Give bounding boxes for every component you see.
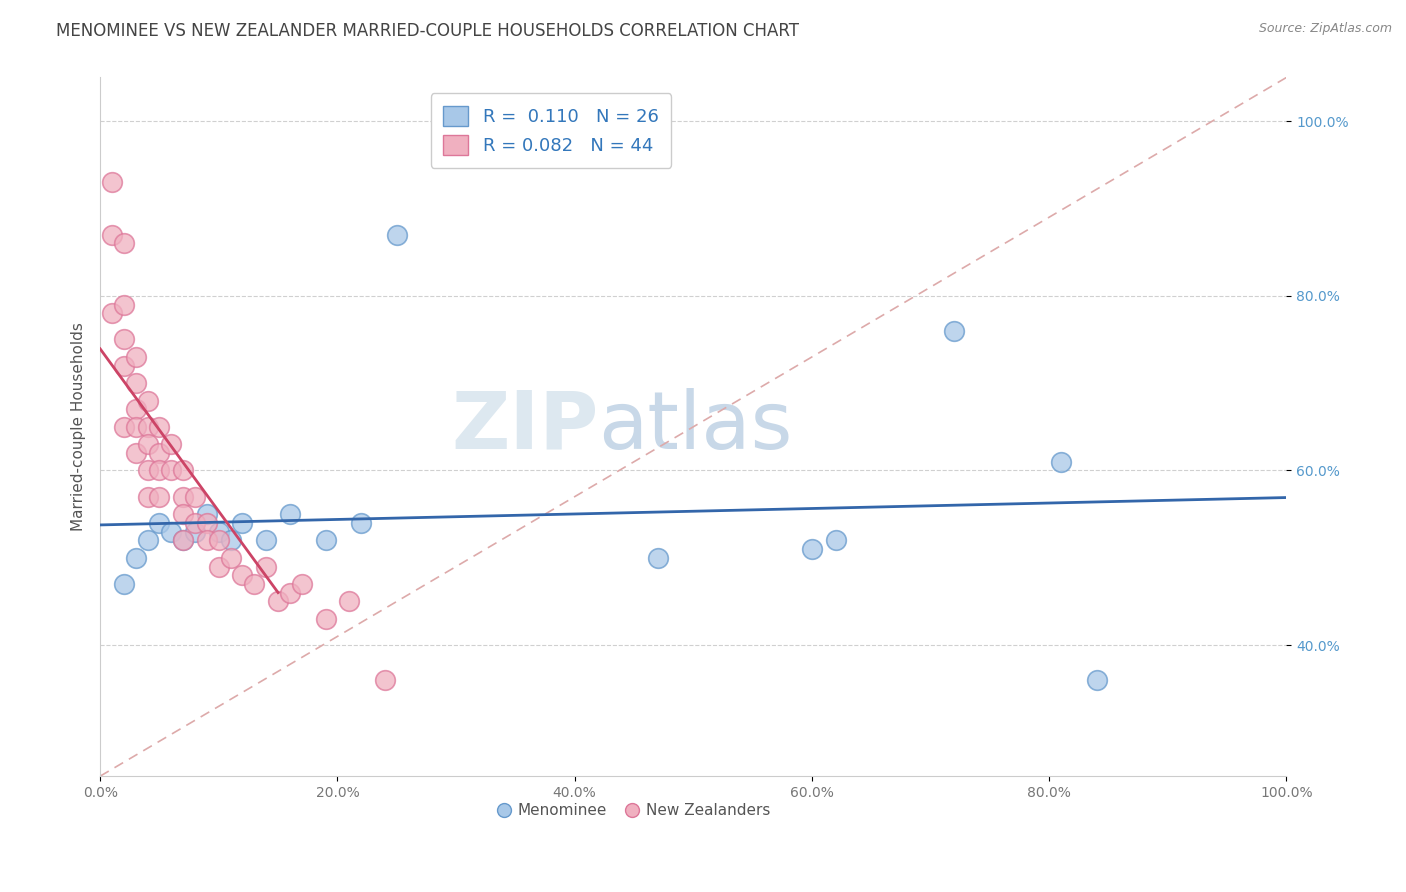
Point (219, 533, 242, 548)
Text: ZIP: ZIP (451, 388, 599, 466)
Point (112, 333, 135, 347)
Point (125, 446, 148, 460)
Point (195, 507, 218, 521)
Point (172, 507, 194, 521)
Point (195, 533, 218, 548)
Point (254, 559, 277, 574)
Point (148, 490, 170, 504)
Point (315, 612, 337, 626)
Point (195, 516, 218, 530)
Point (112, 577, 135, 591)
Point (267, 594, 290, 608)
Point (112, 359, 135, 373)
Point (136, 393, 159, 408)
Point (231, 568, 253, 582)
Point (1085, 673, 1108, 687)
Point (172, 533, 194, 548)
Point (125, 376, 148, 391)
Point (943, 324, 966, 338)
Point (112, 297, 135, 311)
Point (184, 490, 207, 504)
Point (172, 490, 194, 504)
Point (208, 559, 231, 574)
Point (136, 490, 159, 504)
Point (125, 550, 148, 565)
Point (172, 533, 194, 548)
Point (337, 594, 360, 608)
Text: MENOMINEE VS NEW ZEALANDER MARRIED-COUPLE HOUSEHOLDS CORRELATION CHART: MENOMINEE VS NEW ZEALANDER MARRIED-COUPL… (56, 22, 799, 40)
Point (101, 306, 124, 320)
Point (208, 524, 231, 539)
Point (243, 577, 266, 591)
Point (208, 533, 231, 548)
Point (125, 419, 148, 434)
Point (136, 533, 159, 548)
Point (148, 463, 170, 477)
Point (1050, 455, 1073, 469)
Point (254, 533, 277, 548)
Point (160, 463, 183, 477)
Point (824, 533, 846, 548)
Point (125, 350, 148, 364)
Point (136, 419, 159, 434)
Point (172, 463, 194, 477)
Point (647, 550, 669, 565)
Point (315, 533, 337, 548)
Point (160, 437, 183, 451)
Point (231, 516, 253, 530)
Point (374, 673, 396, 687)
Point (112, 419, 135, 434)
Point (148, 419, 170, 434)
Point (101, 175, 124, 189)
Y-axis label: Married-couple Households: Married-couple Households (72, 322, 86, 532)
Point (278, 586, 301, 600)
Text: Source: ZipAtlas.com: Source: ZipAtlas.com (1258, 22, 1392, 36)
Point (184, 524, 207, 539)
Point (350, 516, 373, 530)
Point (101, 227, 124, 242)
Point (219, 550, 242, 565)
Point (112, 236, 135, 251)
Point (291, 577, 314, 591)
Point (136, 463, 159, 477)
Legend: Menominee, New Zealanders: Menominee, New Zealanders (492, 797, 776, 824)
Point (800, 542, 823, 557)
Point (148, 446, 170, 460)
Point (136, 437, 159, 451)
Point (160, 524, 183, 539)
Point (125, 402, 148, 417)
Point (148, 516, 170, 530)
Point (278, 507, 301, 521)
Text: atlas: atlas (599, 388, 793, 466)
Point (385, 227, 408, 242)
Point (184, 516, 207, 530)
